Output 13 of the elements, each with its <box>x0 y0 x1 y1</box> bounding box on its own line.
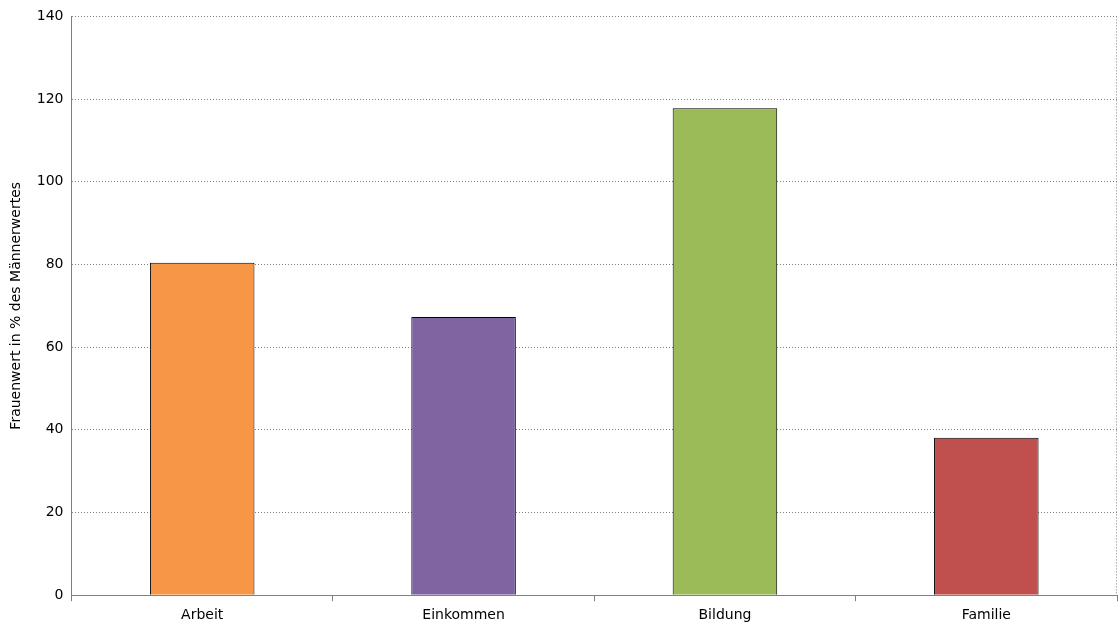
x-tick-label: Bildung <box>698 606 752 623</box>
y-tick-label: 80 <box>45 255 64 272</box>
x-tick-label: Familie <box>961 606 1011 623</box>
y-tick-label: 120 <box>36 89 64 106</box>
y-tick-label: 40 <box>45 420 64 437</box>
x-tick-label: Einkommen <box>422 606 505 623</box>
y-tick-label: 140 <box>36 7 64 24</box>
y-tick-label: 20 <box>45 503 64 520</box>
y-tick-label: 0 <box>54 585 64 602</box>
y-tick-label: 100 <box>36 172 64 189</box>
y-tick-label: 60 <box>45 337 64 354</box>
y-axis-title: Frauenwert in % des Männerwertes <box>7 181 24 430</box>
x-tick-label: Arbeit <box>181 606 224 623</box>
